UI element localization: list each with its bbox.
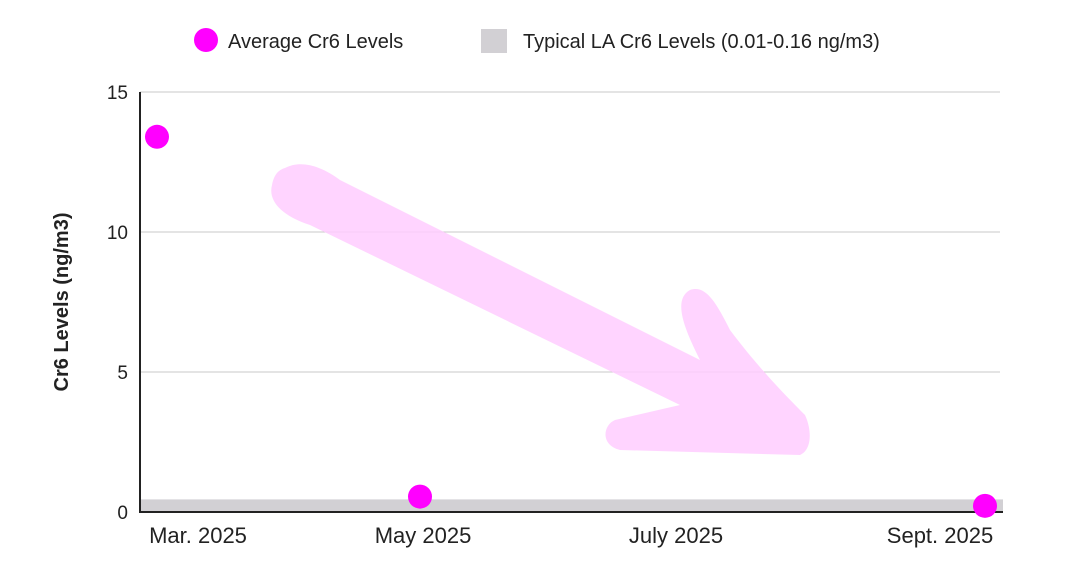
data-point <box>145 124 169 149</box>
y-tick-label: 10 <box>107 223 128 244</box>
y-tick-label: 5 <box>117 363 128 384</box>
x-tick-label: July 2025 <box>629 523 723 548</box>
y-tick-label: 15 <box>107 83 128 104</box>
y-axis-label: Cr6 Levels (ng/m3) <box>51 213 73 392</box>
legend-label-band: Typical LA Cr6 Levels (0.01-0.16 ng/m3) <box>523 31 880 53</box>
legend-marker-band <box>481 29 507 53</box>
legend-label-average: Average Cr6 Levels <box>228 31 403 53</box>
legend: Average Cr6 Levels Typical LA Cr6 Levels… <box>194 28 880 53</box>
x-tick-label: May 2025 <box>375 523 472 548</box>
data-point <box>973 493 997 518</box>
legend-marker-average <box>194 28 218 52</box>
typical-range-band <box>140 499 1003 512</box>
trend-arrow-annotation <box>271 164 810 456</box>
x-tick-label: Sept. 2025 <box>887 523 993 548</box>
x-tick-label: Mar. 2025 <box>149 523 247 548</box>
data-point <box>408 484 432 509</box>
y-tick-label: 0 <box>117 503 128 524</box>
